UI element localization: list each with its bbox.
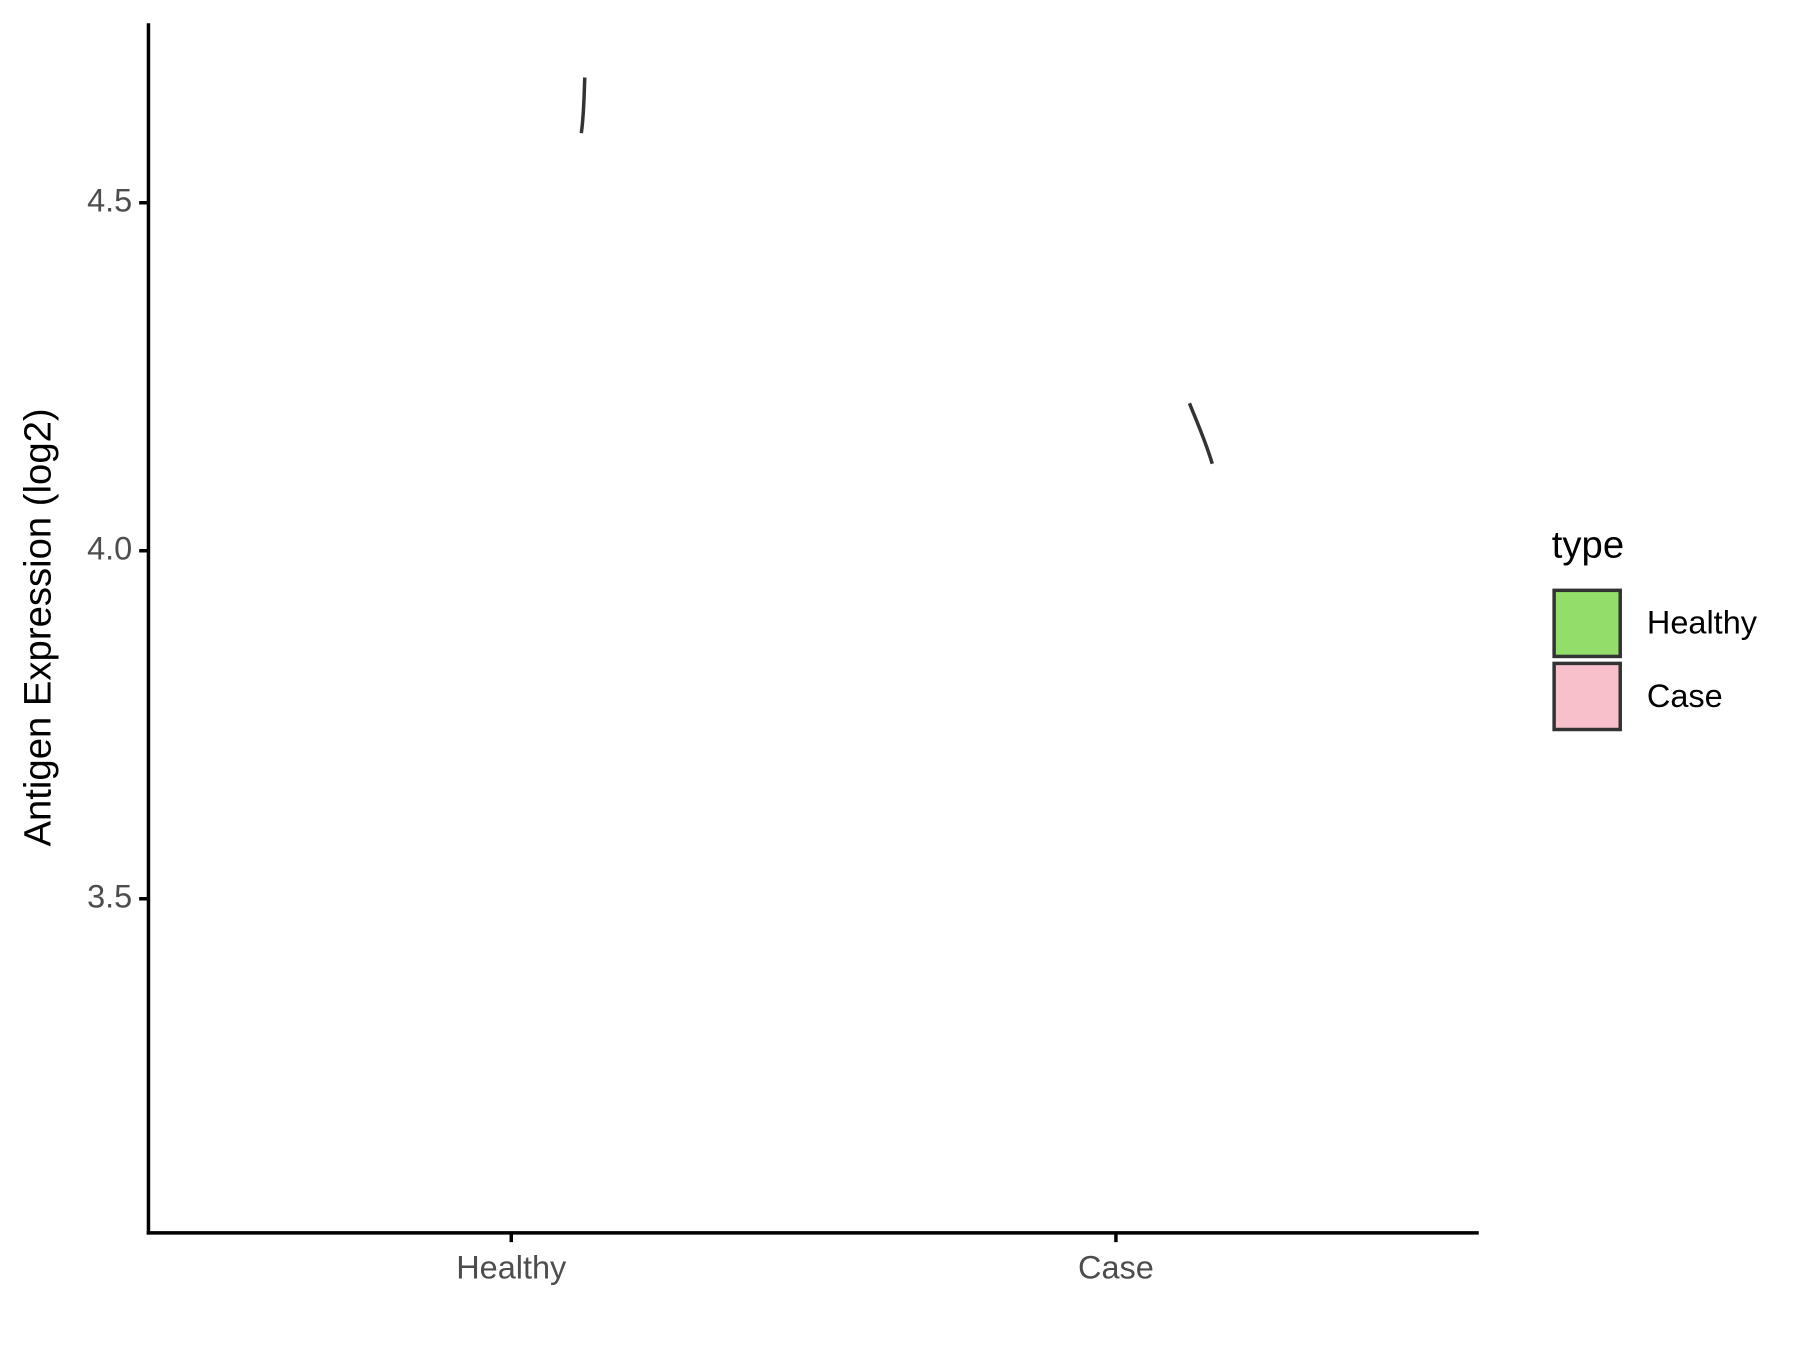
y-tick-label: 3.5	[87, 878, 132, 914]
legend-label: Healthy	[1647, 605, 1758, 641]
legend-title: type	[1552, 524, 1624, 567]
legend-key	[1552, 661, 1622, 732]
violin	[1187, 402, 1214, 465]
y-axis-title: Antigen Expression (log2)	[17, 408, 60, 846]
y-tick-label: 4.0	[87, 530, 132, 566]
y-tick-label: 4.5	[87, 182, 132, 218]
violin	[579, 77, 587, 134]
x-tick-label: Case	[1078, 1250, 1154, 1286]
legend-key	[1552, 588, 1622, 659]
legend-label: Case	[1647, 678, 1723, 714]
x-tick-label: Healthy	[456, 1250, 567, 1286]
